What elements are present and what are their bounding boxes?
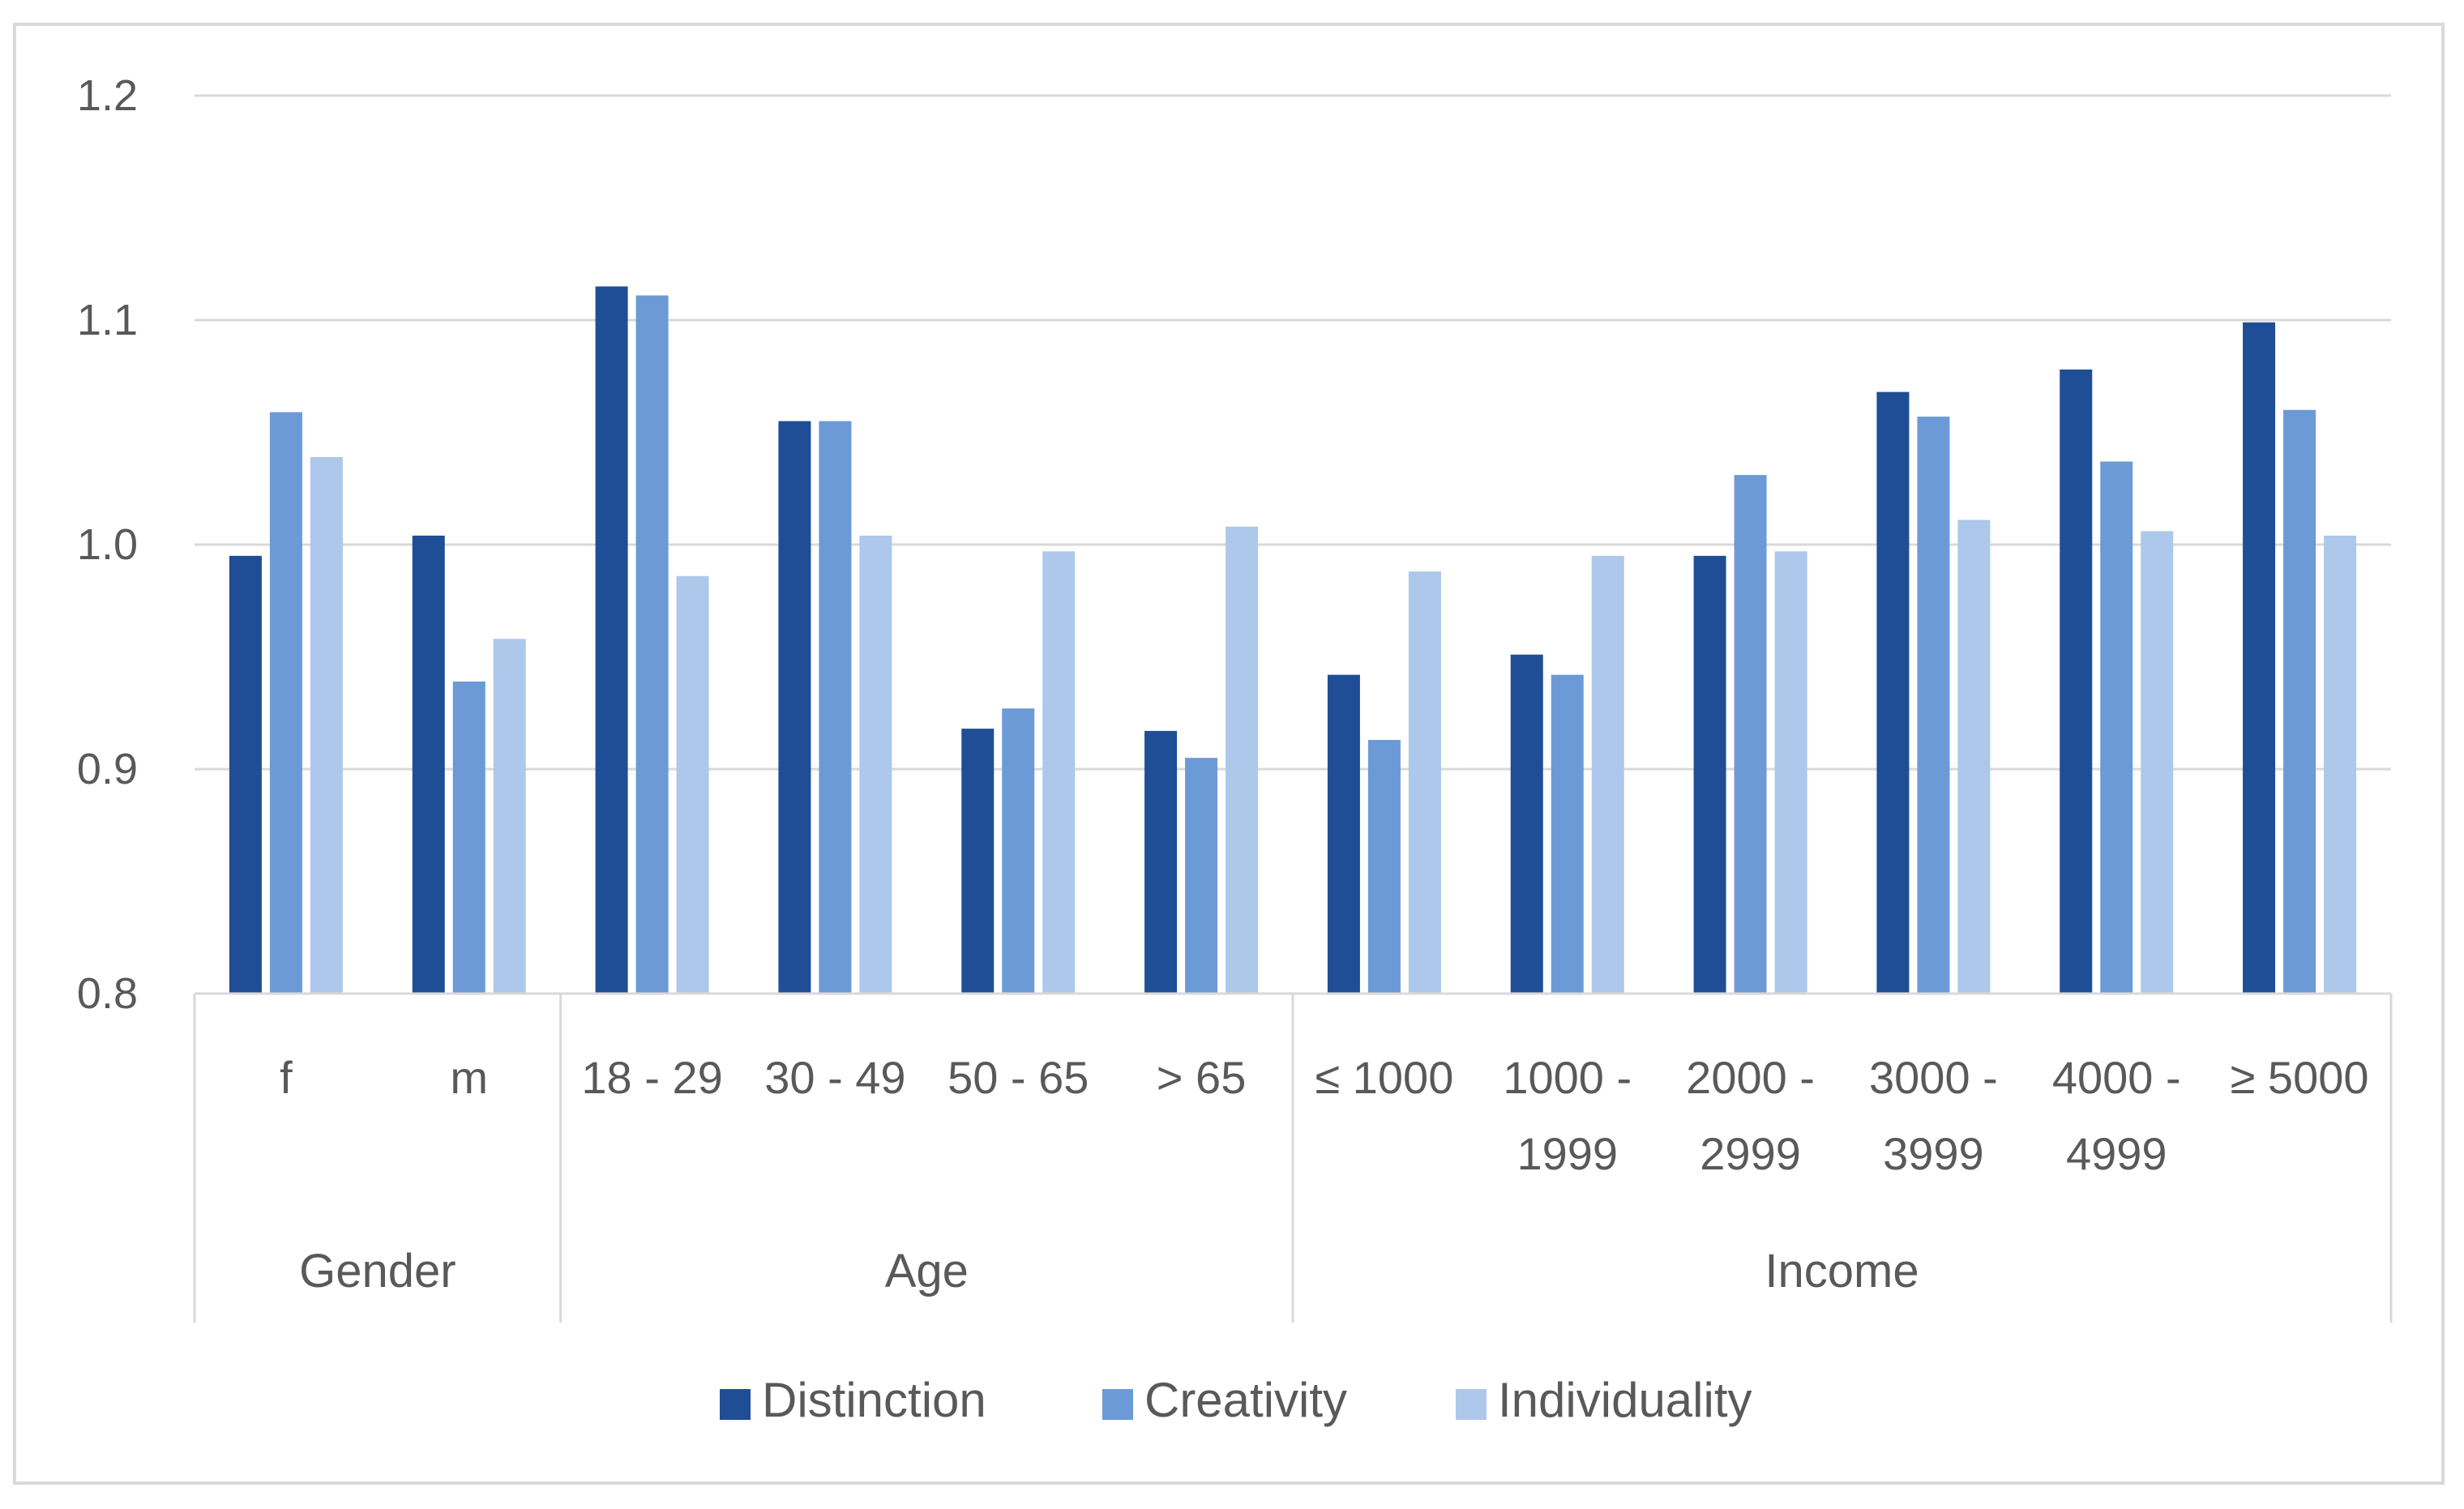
category-label: 1000 - — [1503, 1052, 1632, 1103]
group-label: Age — [885, 1245, 969, 1297]
group-label: Gender — [299, 1245, 456, 1297]
bar-distinction — [1876, 391, 1910, 994]
bar-creativity — [1185, 758, 1218, 994]
bar-individuality — [310, 456, 343, 994]
bars — [229, 286, 2357, 994]
legend-label-distinction: Distinction — [762, 1373, 986, 1427]
category-label: 30 - 49 — [764, 1052, 905, 1103]
bar-distinction — [778, 421, 811, 994]
category-label: ≤ 1000 — [1315, 1052, 1453, 1103]
bar-creativity — [1734, 475, 1767, 994]
bar-creativity — [819, 421, 852, 994]
bar-creativity — [2100, 461, 2133, 994]
bar-individuality — [1226, 526, 1259, 994]
bar-distinction — [1144, 730, 1178, 994]
category-label: 1999 — [1516, 1128, 1618, 1179]
category-label: 2999 — [1700, 1128, 1801, 1179]
legend-label-creativity: Creativity — [1144, 1373, 1347, 1427]
y-tick-label: 0.9 — [77, 745, 138, 793]
category-label: 2000 - — [1686, 1052, 1815, 1103]
bar-individuality — [1774, 551, 1807, 994]
bar-individuality — [1591, 555, 1624, 994]
bar-creativity — [635, 295, 669, 994]
legend-swatch-individuality — [1456, 1389, 1487, 1420]
category-label: 3000 - — [1869, 1052, 1998, 1103]
bar-individuality — [493, 639, 526, 994]
y-tick-label: 0.8 — [77, 969, 138, 1018]
bar-distinction — [1327, 674, 1360, 994]
bar-individuality — [2141, 531, 2174, 994]
bar-creativity — [2283, 409, 2316, 994]
bar-creativity — [1917, 417, 1950, 994]
bar-distinction — [961, 729, 995, 994]
category-label: 4999 — [2066, 1128, 2167, 1179]
chart-frame: 0.8 0.9 1.0 1.1 1.2 f m 18 - 29 30 - 49 50 - 65 >… — [13, 23, 2445, 1485]
bar-creativity — [1551, 674, 1584, 994]
gridlines — [195, 94, 2391, 771]
group-label: Income — [1765, 1245, 1919, 1297]
category-label: 4000 - — [2052, 1052, 2181, 1103]
bar-distinction — [2060, 369, 2093, 994]
bar-distinction — [1693, 555, 1726, 994]
category-label: 3999 — [1883, 1128, 1984, 1179]
legend-swatch-distinction — [720, 1389, 751, 1420]
bar-distinction — [2243, 322, 2276, 994]
y-tick-label: 1.1 — [77, 296, 138, 344]
bar-creativity — [1367, 739, 1401, 994]
legend-label-individuality: Individuality — [1498, 1373, 1752, 1427]
category-label: > 65 — [1157, 1052, 1247, 1103]
y-tick-label: 1.2 — [77, 71, 138, 120]
y-axis-ticks: 0.8 0.9 1.0 1.1 1.2 — [77, 71, 138, 1018]
bar-individuality — [1408, 571, 1441, 994]
category-label: 50 - 65 — [948, 1052, 1089, 1103]
bar-distinction — [229, 555, 262, 994]
legend-swatch-creativity — [1102, 1389, 1133, 1420]
category-label: f — [280, 1052, 293, 1103]
bar-creativity — [452, 681, 486, 994]
bar-individuality — [859, 535, 892, 994]
bar-distinction — [595, 286, 628, 994]
y-tick-label: 1.0 — [77, 520, 138, 569]
bar-creativity — [1002, 708, 1035, 994]
legend: Distinction Creativity Individuality — [720, 1373, 1752, 1427]
category-label: 18 - 29 — [581, 1052, 722, 1103]
category-label: ≥ 5000 — [2231, 1052, 2369, 1103]
bar-creativity — [269, 412, 302, 994]
bar-individuality — [1042, 551, 1076, 994]
bar-distinction — [412, 535, 445, 994]
bar-distinction — [1510, 654, 1543, 994]
category-label: m — [450, 1052, 488, 1103]
bar-chart: 0.8 0.9 1.0 1.1 1.2 f m 18 - 29 30 - 49 50 - 65 >… — [77, 71, 2393, 1427]
bar-individuality — [1957, 519, 1991, 994]
bar-individuality — [676, 575, 709, 994]
bar-individuality — [2324, 535, 2357, 994]
category-axis: f m 18 - 29 30 - 49 50 - 65 > 65 ≤ 1000 1000 - 1… — [193, 992, 2393, 1323]
